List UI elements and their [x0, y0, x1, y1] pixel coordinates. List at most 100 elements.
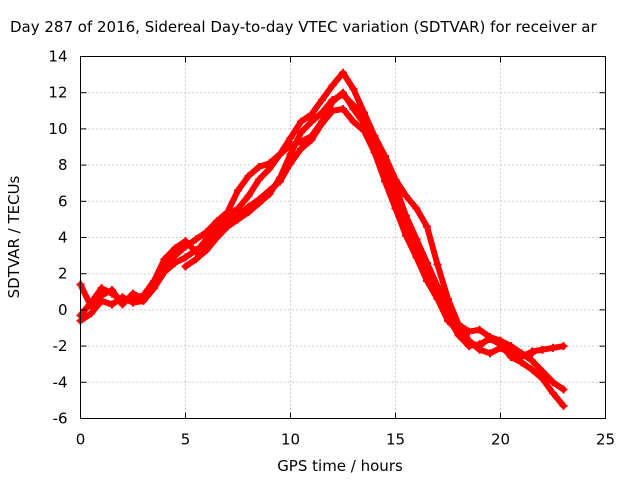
y-tick-label: 4: [58, 229, 68, 247]
data-point: [286, 150, 295, 159]
data-point: [549, 343, 557, 352]
data-point: [486, 333, 494, 342]
data-point: [223, 208, 232, 217]
data-point: [108, 285, 116, 294]
y-tick-label: 14: [48, 48, 67, 66]
series-line: [182, 91, 535, 359]
series-track-2: [76, 88, 568, 410]
data-point: [192, 246, 200, 255]
data-point: [444, 295, 452, 304]
data-point: [265, 190, 274, 199]
data-point: [129, 289, 137, 298]
data-point: [538, 367, 547, 376]
y-tick-label: -2: [53, 337, 68, 355]
data-point: [423, 222, 431, 231]
data-point: [402, 191, 410, 200]
data-point: [318, 119, 326, 128]
data-point: [276, 173, 284, 182]
y-tick-label: 6: [58, 192, 68, 210]
data-point: [192, 255, 200, 264]
x-axis-label: GPS time / hours: [277, 457, 403, 475]
data-point: [528, 349, 536, 358]
data-point: [328, 106, 337, 115]
data-point: [465, 327, 473, 336]
data-point: [87, 309, 95, 318]
y-tick-label: 12: [48, 84, 67, 102]
data-point: [139, 296, 148, 305]
data-point: [213, 233, 221, 242]
series-track-4: [181, 90, 536, 360]
data-point: [349, 85, 358, 94]
data-point: [223, 222, 232, 231]
data-point: [297, 128, 305, 137]
data-point: [255, 162, 263, 171]
data-point: [538, 345, 547, 354]
y-tick-label: 2: [58, 265, 68, 283]
data-point: [244, 191, 253, 200]
x-tick-label: 5: [181, 431, 191, 449]
data-point: [381, 177, 389, 186]
data-point: [265, 159, 274, 168]
data-point: [286, 133, 295, 142]
data-point: [160, 267, 169, 276]
series-line: [77, 89, 567, 409]
data-point: [234, 186, 242, 195]
data-point: [234, 204, 242, 213]
data-point: [549, 378, 557, 387]
data-point: [297, 144, 305, 153]
data-point: [349, 117, 358, 126]
data-point: [454, 320, 463, 329]
data-point: [402, 231, 410, 240]
data-point: [129, 298, 137, 307]
data-point: [181, 253, 190, 262]
data-point: [496, 340, 505, 349]
data-point: [465, 338, 473, 347]
data-point: [475, 325, 484, 334]
data-point: [97, 284, 106, 293]
x-tick-label: 25: [596, 431, 615, 449]
data-point: [244, 208, 253, 217]
data-point: [339, 90, 347, 99]
data-series: [76, 68, 568, 410]
data-point: [307, 110, 316, 119]
data-point: [108, 300, 116, 309]
data-point: [276, 150, 284, 159]
data-point: [181, 262, 190, 271]
data-point: [339, 104, 347, 113]
data-point: [202, 246, 211, 255]
y-tick-label: -4: [53, 373, 68, 391]
x-tick-label: 0: [76, 431, 86, 449]
data-point: [307, 117, 316, 126]
y-tick-label: 10: [48, 120, 67, 138]
data-point: [423, 276, 431, 285]
data-point: [339, 68, 347, 77]
data-point: [318, 95, 326, 104]
data-point: [328, 81, 337, 90]
data-point: [370, 132, 379, 141]
data-point: [559, 342, 568, 351]
data-point: [528, 356, 536, 365]
data-point: [433, 260, 442, 269]
data-point: [118, 300, 127, 309]
data-point: [412, 253, 421, 262]
data-point: [160, 255, 169, 264]
y-tick-label: -6: [53, 410, 68, 428]
data-point: [360, 114, 368, 123]
data-point: [486, 349, 494, 358]
data-point: [150, 284, 158, 293]
data-point: [391, 175, 400, 184]
data-point: [370, 148, 379, 157]
data-point: [255, 199, 263, 208]
data-point: [171, 258, 179, 267]
data-point: [171, 244, 179, 253]
x-tick-label: 15: [386, 431, 405, 449]
data-point: [360, 126, 368, 135]
series-line: [77, 106, 567, 393]
data-point: [475, 342, 484, 351]
data-point: [97, 296, 106, 305]
data-point: [192, 235, 200, 244]
data-point: [433, 295, 442, 304]
data-point: [517, 351, 526, 360]
